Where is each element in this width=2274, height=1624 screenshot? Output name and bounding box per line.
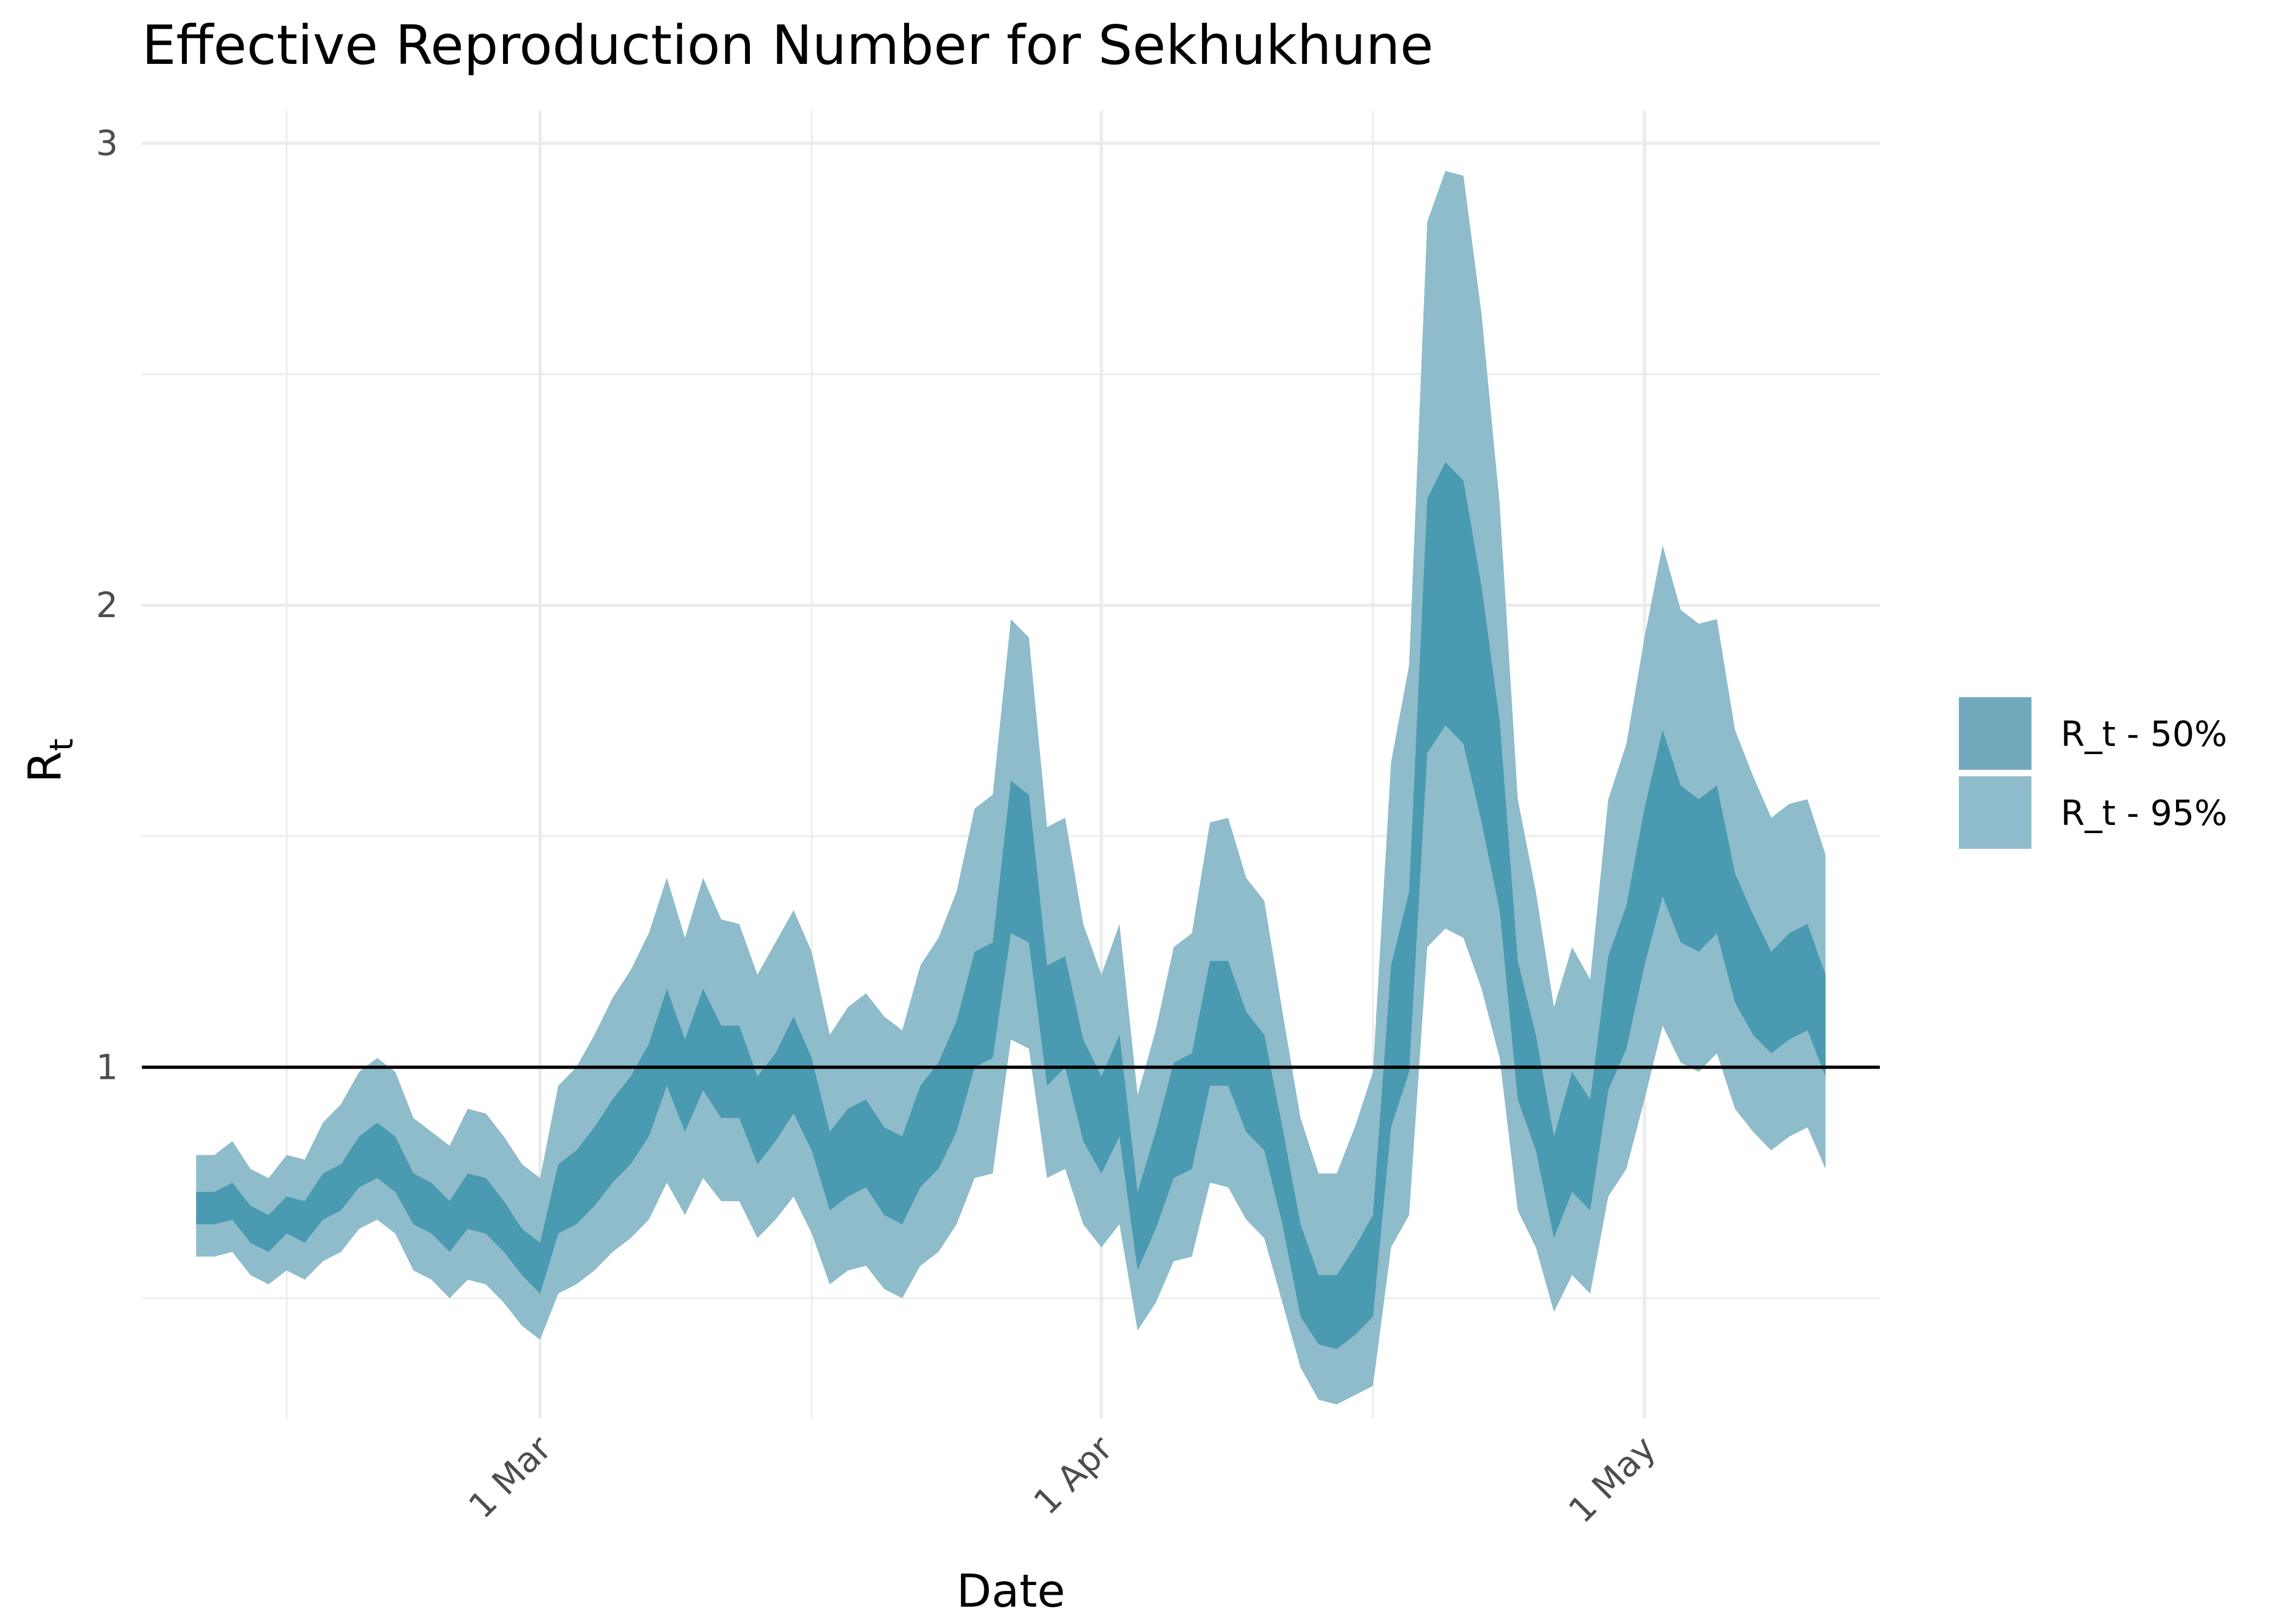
legend-label-50: R_t - 50% (2061, 715, 2227, 755)
chart-title: Effective Reproduction Number for Sekhuk… (142, 14, 1433, 77)
y-tick-label: 1 (96, 1047, 118, 1088)
band-50 (196, 462, 1826, 1349)
x-axis-title: Date (957, 1564, 1066, 1618)
legend-label-95: R_t - 95% (2061, 794, 2227, 834)
plot-bands (196, 171, 1826, 1405)
y-axis-title-subscript: t (43, 738, 81, 751)
y-tick-label: 3 (96, 124, 118, 164)
y-axis-title-base: R (18, 751, 71, 783)
legend-key-50 (1959, 697, 2031, 770)
y-axis-ticks: 1 2 3 (96, 124, 118, 1088)
y-axis-title: Rt (18, 738, 81, 783)
y-tick-label: 2 (96, 586, 118, 626)
legend-key-95 (1959, 776, 2031, 849)
minor-gridlines (142, 111, 1880, 1418)
legend: R_t - 50% R_t - 95% (1959, 697, 2227, 849)
